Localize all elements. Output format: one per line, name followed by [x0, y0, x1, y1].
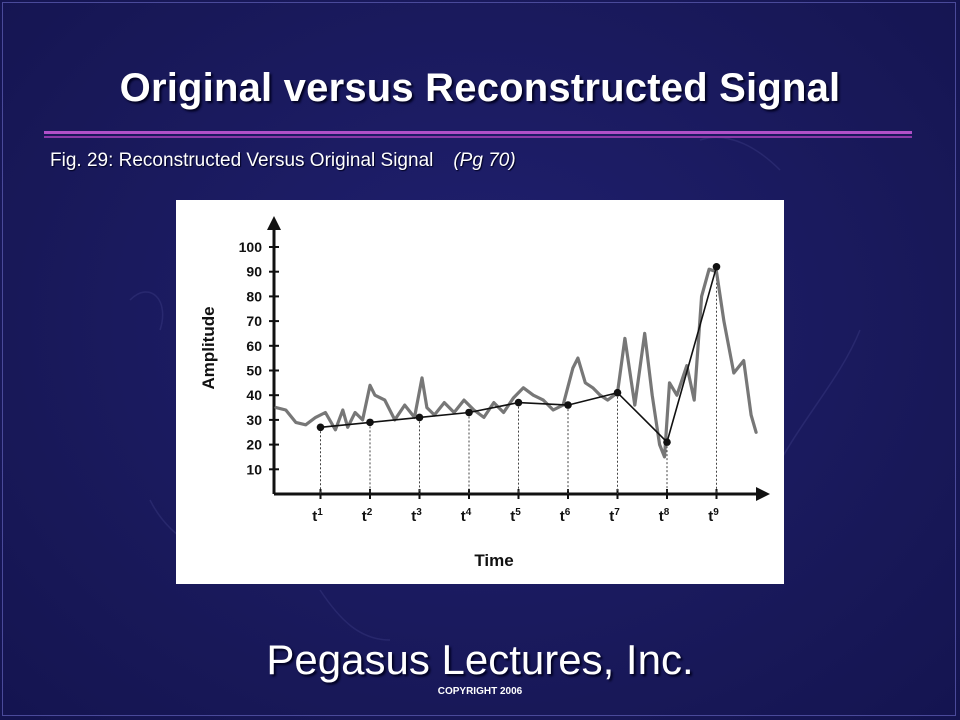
y-tick-label: 90 [246, 264, 262, 280]
figure-caption: Fig. 29: Reconstructed Versus Original S… [50, 150, 516, 172]
y-tick-label: 50 [246, 363, 262, 379]
original-signal-line [274, 267, 758, 459]
sample-point [712, 262, 721, 271]
chart-panel: 10 20 30 40 50 60 70 80 90 100 t1 t2 t3 t4 t5 t6 t7 t8 t9 … [176, 200, 784, 584]
x-axis-arrow [756, 487, 770, 501]
sample-point [366, 418, 374, 427]
y-tick-label: 40 [246, 387, 262, 403]
plot-area [274, 262, 758, 459]
title-divider [44, 131, 912, 134]
sample-point [316, 423, 325, 432]
x-axis-label: Time [474, 551, 513, 570]
y-tick-label: 70 [246, 313, 262, 329]
page-reference: (Pg 70) [453, 150, 516, 171]
y-tick-label: 10 [246, 461, 262, 477]
sample-point [613, 388, 622, 397]
x-tick-label: t1 [312, 507, 323, 525]
x-tick-label: t8 [659, 507, 670, 525]
sample-point [415, 413, 424, 422]
page-title: Original versus Reconstructed Signal [119, 66, 841, 110]
figure-caption-text: Fig. 29: Reconstructed Versus Original S… [50, 150, 434, 171]
x-tick-label: t4 [461, 507, 472, 525]
x-tick-label: t9 [708, 507, 719, 525]
sample-point [663, 438, 671, 446]
x-tick-label: t5 [510, 507, 521, 525]
y-tick-label: 60 [246, 338, 262, 354]
y-tick-label: 20 [246, 437, 262, 453]
copyright-notice: COPYRIGHT 2006 [437, 686, 523, 697]
x-tick-label: t3 [411, 507, 422, 525]
x-tick-label: t2 [362, 507, 373, 525]
y-tick-label: 100 [239, 239, 263, 255]
sample-guide-lines [320, 266, 717, 494]
sample-point [465, 408, 473, 417]
chart-axes: 10 20 30 40 50 60 70 80 90 100 t1 t2 t3 t4 t5 t6 t7 t8 t9 [239, 216, 770, 525]
title-divider-lower [44, 136, 912, 138]
x-tick-label: t7 [609, 507, 620, 525]
sample-point [514, 398, 523, 407]
y-tick-label: 80 [246, 288, 262, 304]
y-axis-arrow [267, 216, 281, 230]
sample-point [564, 401, 572, 409]
x-tick-label: t6 [560, 507, 571, 525]
y-tick-label: 30 [246, 412, 262, 428]
y-axis-label: Amplitude [199, 306, 218, 389]
footer-company: Pegasus Lectures, Inc. [266, 636, 694, 683]
